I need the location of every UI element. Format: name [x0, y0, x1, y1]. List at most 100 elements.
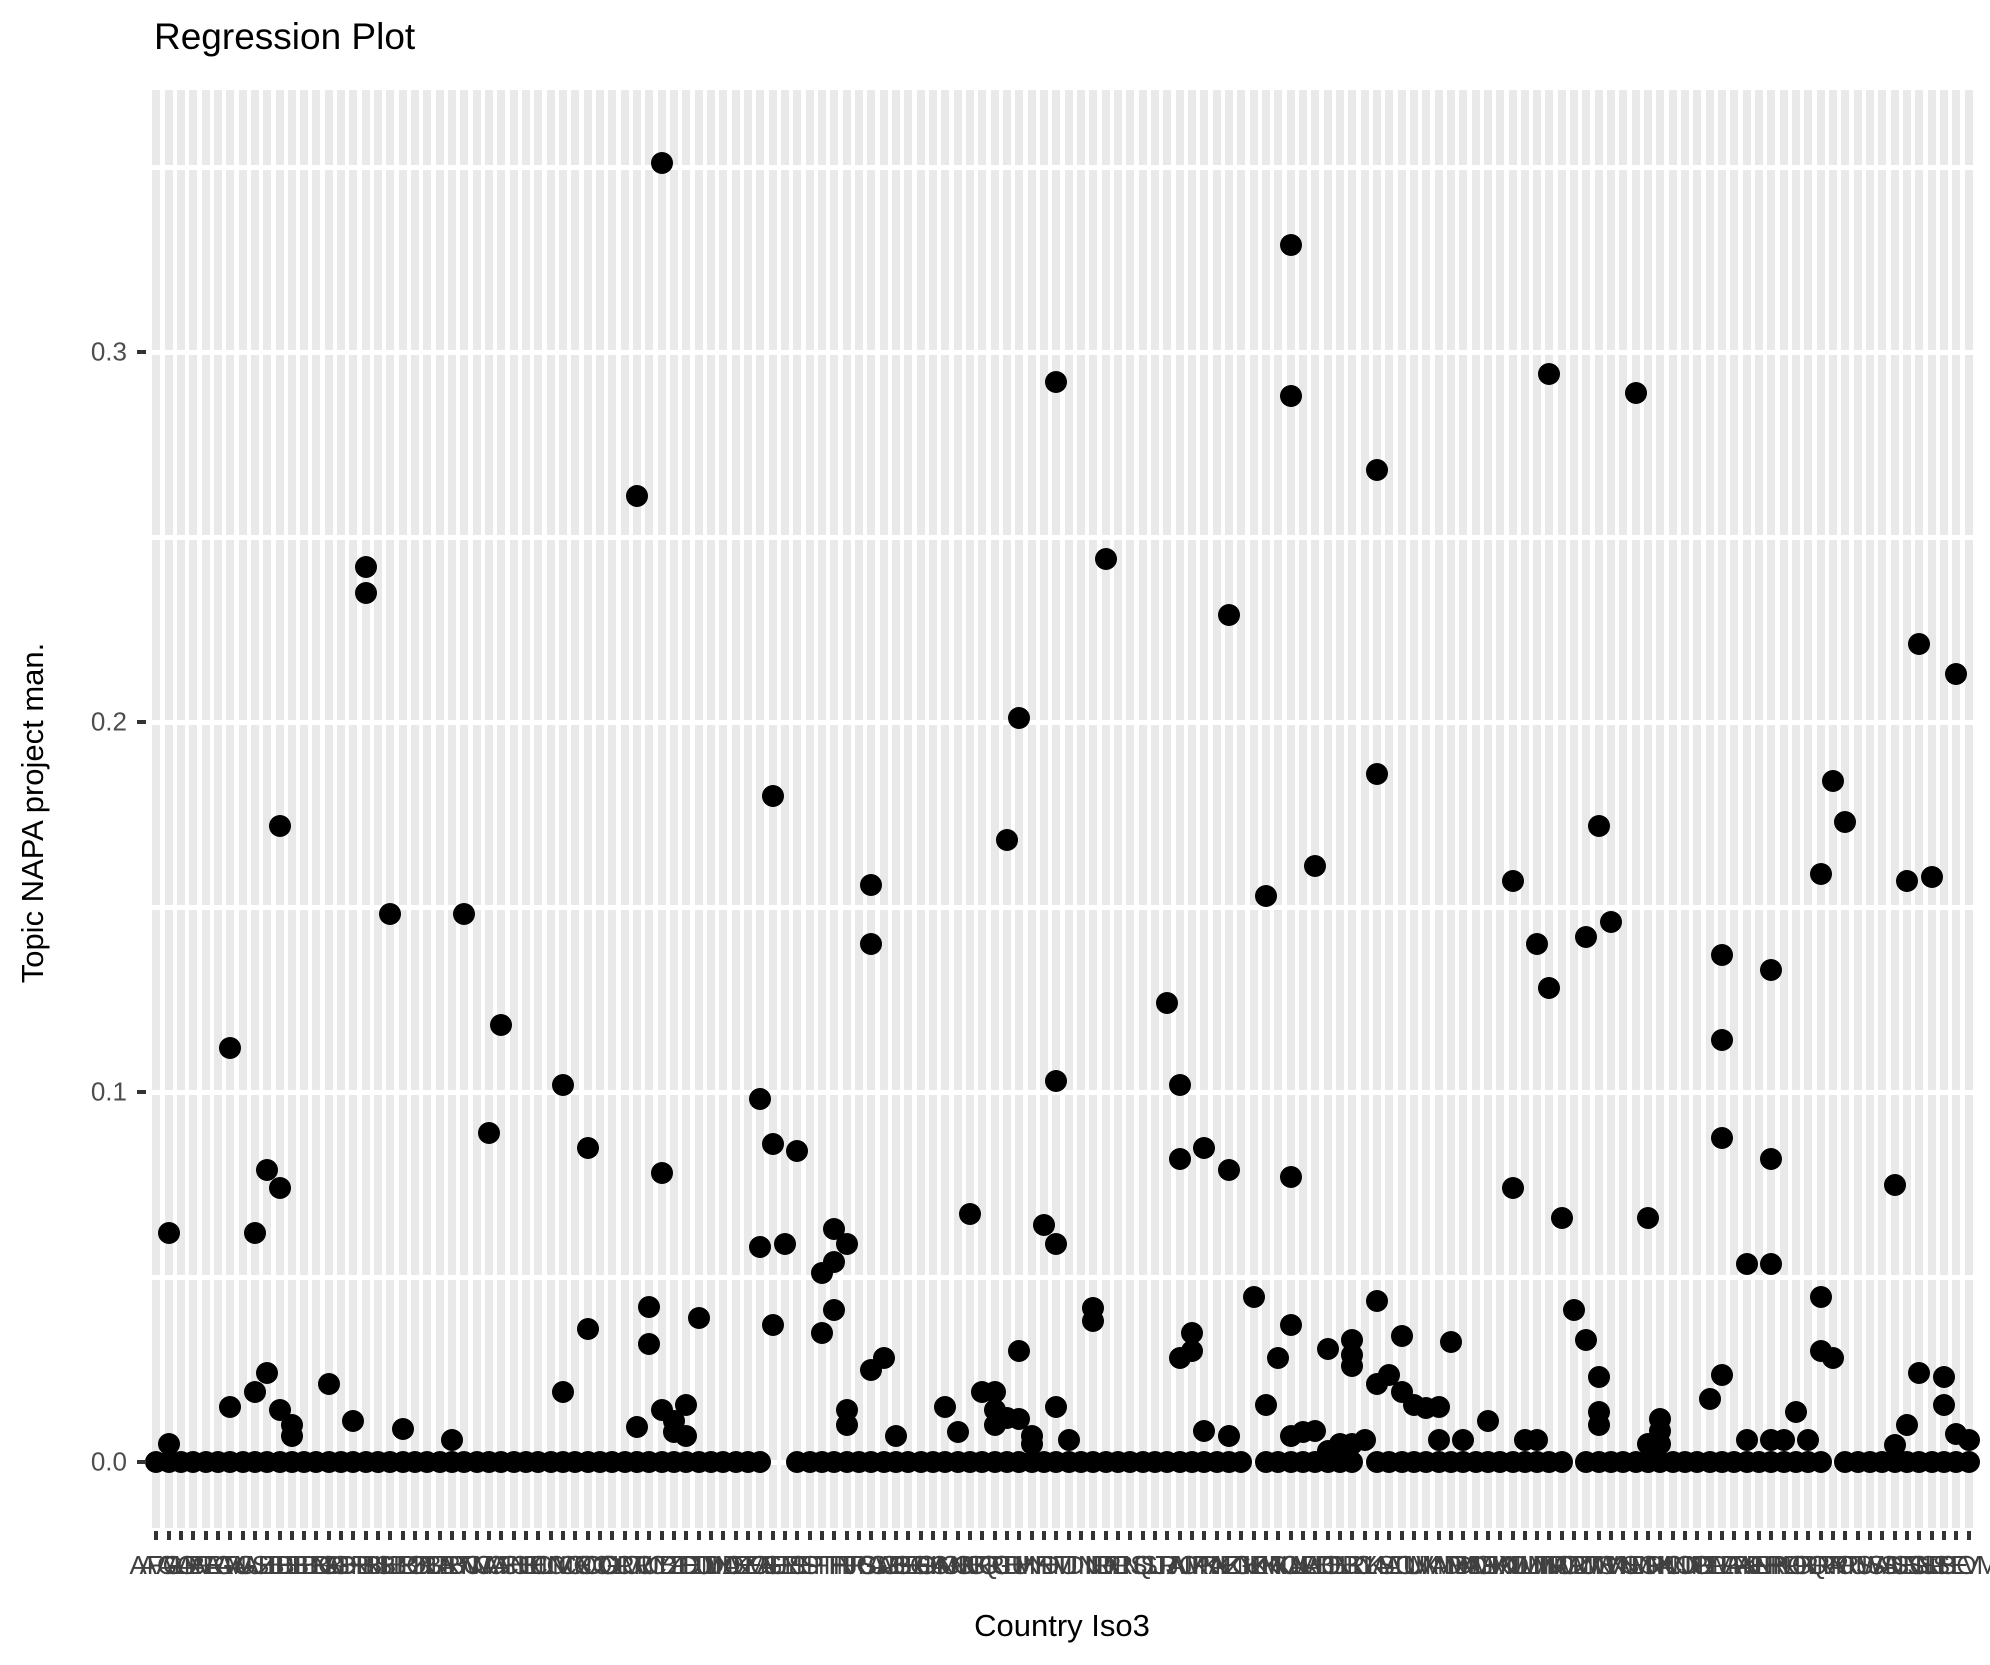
category-gridline — [892, 90, 900, 1528]
x-axis-tick-label: GRC — [953, 1550, 1012, 1580]
data-point — [1908, 1362, 1931, 1385]
x-axis-tick-label: BIH — [356, 1550, 400, 1580]
y-gridline — [150, 1089, 1975, 1095]
x-axis-tick-label: GEO — [879, 1550, 938, 1580]
x-axis-tick — [659, 1531, 664, 1540]
category-gridline — [1187, 90, 1196, 1528]
category-gridline — [1076, 90, 1085, 1528]
category-gridline — [1594, 90, 1603, 1528]
x-axis-tick-label: KEN — [1202, 1550, 1256, 1580]
category-gridline — [300, 90, 309, 1528]
category-gridline — [1718, 90, 1727, 1528]
data-point — [675, 1425, 698, 1448]
category-gridline — [756, 90, 765, 1528]
category-gridline — [1631, 90, 1640, 1528]
x-axis-tick — [1781, 1531, 1786, 1540]
category-gridline — [152, 90, 161, 1528]
category-gridline — [386, 90, 395, 1528]
x-axis-tick-label: NAM — [1594, 1550, 1653, 1580]
category-gridline — [1915, 90, 1924, 1528]
data-point — [317, 1373, 340, 1396]
data-point — [872, 1347, 895, 1370]
data-point — [354, 581, 377, 604]
x-axis-tick-label: ESP — [771, 1550, 824, 1580]
category-gridline — [1940, 90, 1949, 1528]
data-point — [1526, 1428, 1549, 1451]
x-axis-tick — [536, 1531, 541, 1540]
x-axis-tick — [1942, 1531, 1947, 1540]
category-gridline — [1138, 90, 1147, 1528]
x-axis-tick-label: NIC — [1638, 1550, 1683, 1580]
category-gridline — [1274, 90, 1283, 1528]
x-axis-tick-label: NGA — [1619, 1550, 1677, 1580]
x-axis-tick — [1769, 1531, 1774, 1540]
category-gridline — [250, 90, 259, 1528]
x-axis-tick-label: AUT — [228, 1550, 281, 1580]
category-gridline — [201, 90, 210, 1528]
data-point — [1698, 1388, 1721, 1411]
category-gridline — [460, 90, 469, 1528]
data-point — [1945, 662, 1968, 685]
x-axis-tick-label: PHL — [1746, 1550, 1797, 1580]
y-gridline — [150, 719, 1975, 725]
category-gridline — [1089, 90, 1098, 1528]
category-gridline — [1607, 90, 1616, 1528]
category-gridline — [1261, 90, 1270, 1528]
data-point — [1933, 1393, 1956, 1416]
category-gridline — [1385, 90, 1394, 1528]
x-axis-tick-label: BEN — [277, 1550, 331, 1580]
x-axis-tick-label: COM — [582, 1550, 643, 1580]
data-point — [1711, 1029, 1734, 1052]
x-axis-tick-label: PER — [1732, 1550, 1786, 1580]
x-axis-tick-label: CAF — [463, 1550, 516, 1580]
x-axis-tick-label: FSM — [843, 1550, 899, 1580]
data-point — [1008, 1408, 1031, 1431]
x-axis-tick-label: IRQ — [1107, 1550, 1154, 1580]
category-gridline — [1705, 90, 1714, 1528]
x-axis-tick — [1892, 1531, 1897, 1540]
data-point — [1193, 1419, 1216, 1442]
x-axis-tick-label: NZL — [1685, 1550, 1735, 1580]
x-axis-tick — [918, 1531, 923, 1540]
category-gridline — [1200, 90, 1209, 1528]
x-axis-tick — [1510, 1531, 1515, 1540]
x-axis-tick — [228, 1531, 233, 1540]
data-point — [761, 1314, 784, 1337]
x-axis-tick — [1559, 1531, 1564, 1540]
category-gridline — [818, 90, 827, 1528]
x-axis-tick-label: SLV — [1932, 1550, 1980, 1580]
x-axis-tick-label: LKA — [1352, 1550, 1402, 1580]
data-point — [1341, 1354, 1364, 1377]
x-axis-tick-label: MRT — [1546, 1550, 1603, 1580]
x-axis-tick-label: CMR — [533, 1550, 593, 1580]
x-axis-tick — [1054, 1531, 1059, 1540]
x-axis-tick-label: KIR — [1244, 1550, 1288, 1580]
x-axis-tick — [1103, 1531, 1108, 1540]
category-gridline — [1409, 90, 1418, 1528]
x-axis-tick — [548, 1531, 553, 1540]
x-axis-tick — [1670, 1531, 1675, 1540]
x-axis-tick-label: MNG — [1519, 1550, 1580, 1580]
x-axis-tick-label: IDN — [1058, 1550, 1104, 1580]
category-gridline — [1866, 90, 1875, 1528]
category-gridline — [1372, 90, 1381, 1528]
x-axis-tick — [758, 1531, 763, 1540]
category-gridline — [1730, 90, 1739, 1528]
category-gridline — [965, 90, 974, 1528]
x-axis-tick — [1411, 1531, 1416, 1540]
category-gridline — [1113, 90, 1122, 1528]
x-axis-tick-label: SDN — [1867, 1550, 1923, 1580]
x-axis-tick-label: MWI — [1572, 1550, 1626, 1580]
x-axis-tick-label: AGO — [139, 1550, 198, 1580]
category-gridline — [361, 90, 370, 1528]
x-axis-tick — [1128, 1531, 1133, 1540]
data-point — [1168, 1073, 1191, 1096]
x-axis-tick — [943, 1531, 948, 1540]
x-axis-tick — [363, 1531, 368, 1540]
x-axis-tick — [1239, 1531, 1244, 1540]
x-axis-tick-label: ITA — [1147, 1550, 1187, 1580]
category-gridline — [164, 90, 173, 1528]
x-axis-tick — [524, 1531, 529, 1540]
x-axis-tick — [388, 1531, 393, 1540]
